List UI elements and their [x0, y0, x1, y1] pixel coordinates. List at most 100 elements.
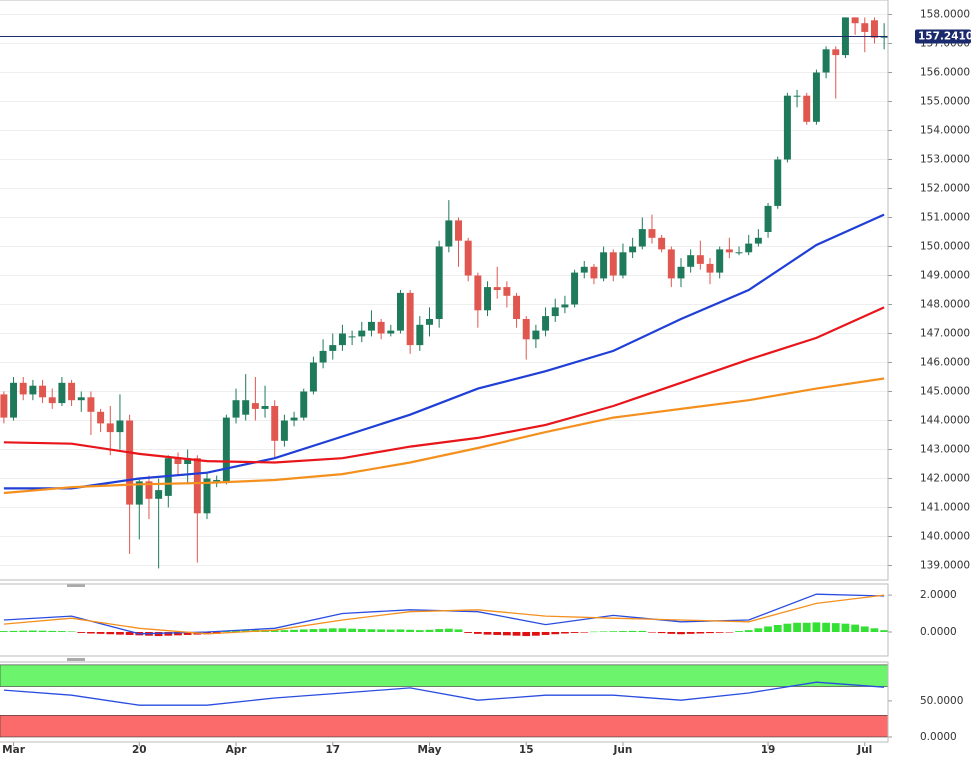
- histogram-bar: [493, 632, 502, 635]
- histogram-bar: [851, 624, 859, 632]
- histogram-bar: [406, 629, 415, 632]
- candle-body: [19, 382, 27, 395]
- histogram-bar: [357, 629, 366, 632]
- y-tick-label: 148.0000: [920, 299, 970, 311]
- histogram-bar: [270, 630, 279, 632]
- candle-body: [561, 304, 569, 308]
- panel-handle[interactable]: [67, 584, 85, 587]
- candle-body: [348, 336, 356, 338]
- candle-body: [503, 287, 511, 296]
- candle-body: [135, 481, 143, 505]
- y-tick-label: 153.0000: [920, 154, 970, 166]
- y-tick-label: 152.0000: [920, 183, 970, 195]
- y-tick-label: 151.0000: [920, 212, 970, 224]
- candle-body: [300, 391, 308, 418]
- histogram-bar: [532, 632, 540, 636]
- histogram-bar: [841, 623, 850, 632]
- histogram-bar: [812, 622, 821, 632]
- candle-body: [629, 246, 637, 253]
- histogram-bar: [802, 622, 811, 632]
- y-tick-label: 2.0000: [920, 589, 957, 601]
- candle-body: [551, 307, 559, 317]
- y-tick-label: 142.0000: [920, 473, 970, 485]
- candle-body: [261, 406, 269, 409]
- histogram-bar: [38, 630, 47, 632]
- candle-body: [106, 423, 114, 433]
- histogram-bar: [396, 629, 405, 632]
- y-tick-label: 146.0000: [920, 357, 970, 369]
- histogram-bar: [425, 629, 434, 632]
- histogram-bar: [203, 632, 211, 635]
- y-tick-label: 143.0000: [920, 444, 970, 456]
- histogram-bar: [880, 630, 888, 632]
- histogram-bar: [77, 632, 86, 633]
- histogram-bar: [9, 630, 18, 632]
- histogram-bar: [386, 629, 395, 632]
- candle-body: [10, 382, 18, 418]
- x-tick-label: 15: [519, 744, 534, 756]
- candle-body: [822, 49, 830, 73]
- x-tick-label: 19: [761, 744, 776, 756]
- candle-body: [222, 417, 230, 482]
- histogram-bar: [483, 632, 492, 635]
- histogram-bar: [454, 629, 463, 632]
- y-tick-label: 150.0000: [920, 241, 970, 253]
- panel-border: [0, 661, 889, 743]
- candle-body: [803, 95, 811, 122]
- candle-body: [687, 255, 695, 267]
- candle-body: [387, 330, 395, 334]
- candle-body: [48, 397, 56, 404]
- histogram-bar: [319, 628, 327, 632]
- x-tick-label: Jul: [856, 744, 872, 756]
- candle-body: [242, 400, 250, 415]
- panel-handle[interactable]: [67, 658, 85, 661]
- histogram-bar: [29, 630, 37, 632]
- histogram-bar: [609, 631, 618, 632]
- candle-body: [116, 420, 124, 433]
- histogram-bar: [87, 632, 95, 634]
- candle-body: [77, 397, 85, 401]
- zone: [0, 664, 889, 687]
- histogram-bar: [725, 632, 734, 633]
- histogram-bar: [754, 628, 763, 632]
- candle-body: [812, 72, 820, 122]
- histogram-bar: [154, 632, 163, 637]
- histogram-bar: [870, 628, 879, 632]
- histogram-bar: [773, 624, 782, 632]
- panel-border: [0, 583, 889, 657]
- histogram-bar: [164, 632, 173, 636]
- candle-body: [203, 478, 211, 514]
- candle-body: [193, 458, 201, 514]
- candle-body: [658, 237, 666, 250]
- candle-body: [513, 295, 521, 319]
- histogram-bar: [783, 623, 792, 632]
- histogram-bar: [715, 632, 724, 633]
- panel-border: [0, 0, 889, 581]
- candle-body: [338, 333, 346, 346]
- candle-body: [793, 95, 801, 97]
- histogram-bar: [67, 631, 76, 632]
- candle-body: [851, 17, 859, 24]
- histogram-bar: [686, 632, 695, 634]
- histogram-bar: [706, 632, 714, 634]
- candle-body: [493, 287, 501, 290]
- candle-body: [590, 266, 598, 279]
- histogram-bar: [580, 632, 589, 633]
- candle-body: [39, 385, 47, 398]
- candle-body: [571, 272, 579, 305]
- x-tick-label: Apr: [226, 744, 248, 756]
- x-tick-label: 17: [325, 744, 340, 756]
- candle-body: [696, 255, 704, 264]
- candle-body: [716, 249, 724, 273]
- candle-body: [58, 382, 66, 404]
- candle-body: [68, 382, 76, 401]
- candle-body: [406, 292, 414, 346]
- histogram-bar: [793, 622, 801, 632]
- candle-body: [870, 20, 878, 38]
- candle-body: [155, 490, 163, 499]
- candle-body: [271, 406, 279, 441]
- histogram-bar: [696, 632, 705, 634]
- candle-body: [435, 246, 443, 319]
- candle-body: [232, 400, 240, 418]
- candle-body: [0, 394, 8, 418]
